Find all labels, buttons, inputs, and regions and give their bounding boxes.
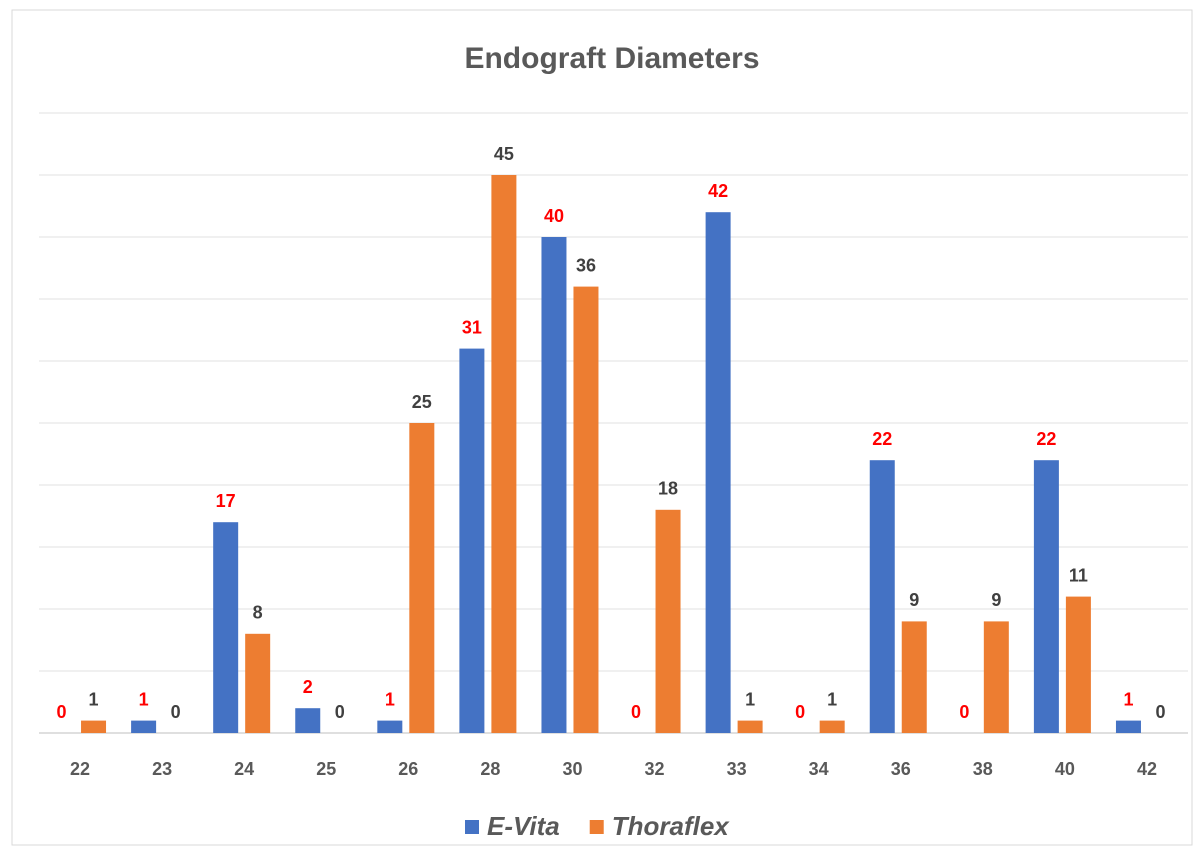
x-tick-label: 22	[70, 759, 90, 779]
bar	[213, 522, 239, 733]
value-label: 0	[57, 702, 67, 722]
bar	[377, 720, 403, 733]
value-label: 40	[544, 206, 564, 226]
bar	[491, 175, 517, 733]
chart-title: Endograft Diameters	[464, 42, 759, 75]
bar	[573, 286, 599, 733]
x-tick-label: 36	[891, 759, 911, 779]
bar	[737, 720, 763, 733]
value-label: 0	[1155, 702, 1165, 722]
x-tick-label: 38	[973, 759, 993, 779]
value-label: 9	[909, 590, 919, 610]
value-label: 0	[959, 702, 969, 722]
value-label: 45	[494, 144, 514, 164]
value-label: 22	[1036, 429, 1056, 449]
bar	[705, 212, 731, 733]
legend-label: E-Vita	[487, 811, 560, 841]
value-label: 22	[872, 429, 892, 449]
value-label: 1	[89, 689, 99, 709]
bar	[983, 621, 1009, 733]
value-label: 1	[827, 689, 837, 709]
value-label: 1	[1123, 689, 1133, 709]
x-tick-label: 24	[234, 759, 254, 779]
bar	[459, 348, 485, 733]
value-label: 17	[216, 491, 236, 511]
bar	[81, 720, 107, 733]
value-label: 1	[385, 689, 395, 709]
x-tick-label: 32	[645, 759, 665, 779]
x-tick-label: 42	[1137, 759, 1157, 779]
value-label: 36	[576, 255, 596, 275]
legend-label: Thoraflex	[612, 811, 731, 841]
x-tick-label: 25	[316, 759, 336, 779]
bar	[901, 621, 927, 733]
bar	[131, 720, 157, 733]
value-label: 2	[303, 677, 313, 697]
value-label: 1	[745, 689, 755, 709]
value-label: 1	[139, 689, 149, 709]
value-label: 0	[335, 702, 345, 722]
value-label: 42	[708, 181, 728, 201]
x-tick-label: 23	[152, 759, 172, 779]
x-tick-label: 26	[398, 759, 418, 779]
value-label: 31	[462, 317, 482, 337]
bar	[245, 633, 271, 733]
bar	[869, 460, 895, 733]
value-label: 18	[658, 479, 678, 499]
bar	[1065, 596, 1091, 733]
value-label: 8	[253, 603, 263, 623]
bar	[295, 708, 321, 733]
bar	[409, 423, 435, 733]
bar	[1115, 720, 1141, 733]
value-label: 0	[631, 702, 641, 722]
value-label: 0	[795, 702, 805, 722]
value-label: 0	[171, 702, 181, 722]
value-label: 25	[412, 392, 432, 412]
bar	[655, 509, 681, 733]
bar	[819, 720, 845, 733]
x-tick-label: 40	[1055, 759, 1075, 779]
bar	[1033, 460, 1059, 733]
chart-frame	[11, 9, 1193, 846]
x-tick-label: 34	[809, 759, 829, 779]
bar	[541, 237, 567, 733]
x-tick-label: 30	[562, 759, 582, 779]
value-label: 11	[1069, 565, 1088, 585]
legend-swatch	[589, 820, 604, 834]
x-tick-label: 33	[727, 759, 747, 779]
legend-swatch	[465, 820, 479, 834]
x-tick-label: 28	[480, 759, 500, 779]
value-label: 9	[991, 590, 1001, 610]
